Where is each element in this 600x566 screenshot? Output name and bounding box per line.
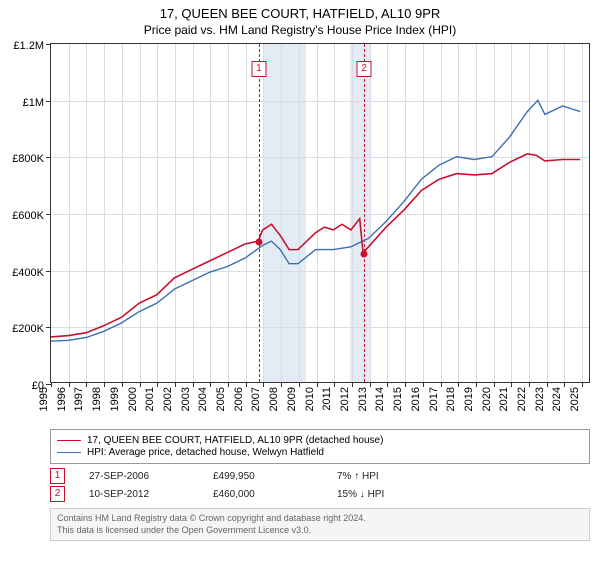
legend-item-subject: 17, QUEEN BEE COURT, HATFIELD, AL10 9PR … (57, 435, 583, 446)
x-tick-label: 1995 (38, 387, 50, 411)
legend-swatch-hpi (57, 452, 81, 453)
x-tick-label: 2009 (286, 387, 298, 411)
chart-container: 17, QUEEN BEE COURT, HATFIELD, AL10 9PR … (0, 6, 600, 566)
x-tick-label: 2008 (268, 387, 280, 411)
chart-subtitle: Price paid vs. HM Land Registry's House … (0, 23, 600, 37)
series-line-hpi (51, 100, 580, 341)
y-tick-label: £1M (23, 97, 44, 109)
x-tick-label: 1996 (55, 387, 67, 411)
x-tick-label: 2003 (179, 387, 191, 411)
x-tick-label: 2011 (321, 387, 333, 411)
x-tick-label: 2001 (144, 387, 156, 411)
y-tick-label: £1.2M (13, 40, 44, 52)
legend-label-hpi: HPI: Average price, detached house, Welw… (87, 447, 324, 458)
event-price-2: £460,000 (213, 489, 313, 500)
events-table: 1 27-SEP-2006 £499,950 7% ↑ HPI 2 10-SEP… (50, 468, 590, 502)
x-tick-label: 2020 (480, 387, 492, 411)
event-row-1: 1 27-SEP-2006 £499,950 7% ↑ HPI (50, 468, 590, 484)
legend-item-hpi: HPI: Average price, detached house, Welw… (57, 447, 583, 458)
x-tick-label: 2013 (356, 387, 368, 411)
legend-label-subject: 17, QUEEN BEE COURT, HATFIELD, AL10 9PR … (87, 435, 383, 446)
x-tick-label: 2017 (427, 387, 439, 411)
line-layer (51, 44, 589, 382)
x-tick-label: 2018 (445, 387, 457, 411)
event-price-1: £499,950 (213, 471, 313, 482)
x-axis: 1995199619971998199920002001200220032004… (50, 383, 590, 423)
x-tick-label: 2015 (392, 387, 404, 411)
event-badge-2: 2 (50, 486, 65, 502)
x-tick-label: 2005 (215, 387, 227, 411)
x-tick-label: 1997 (73, 387, 85, 411)
x-tick-label: 2019 (463, 387, 475, 411)
legend-swatch-subject (57, 440, 81, 441)
x-tick-label: 2025 (569, 387, 581, 411)
x-tick-label: 2021 (498, 387, 510, 411)
x-tick-label: 2006 (233, 387, 245, 411)
event-badge-1: 1 (50, 468, 65, 484)
event-delta-1: 7% ↑ HPI (337, 471, 437, 482)
y-tick-label: £400K (12, 267, 44, 279)
x-tick-label: 2024 (551, 387, 563, 411)
x-tick-label: 1998 (91, 387, 103, 411)
x-tick-label: 2022 (516, 387, 528, 411)
series-line-subject (51, 154, 580, 337)
x-tick-label: 2012 (339, 387, 351, 411)
x-tick-label: 2000 (126, 387, 138, 411)
x-tick-label: 2007 (250, 387, 262, 411)
chart-title: 17, QUEEN BEE COURT, HATFIELD, AL10 9PR (0, 6, 600, 21)
plot-area: 12 (50, 43, 590, 383)
legend: 17, QUEEN BEE COURT, HATFIELD, AL10 9PR … (50, 429, 590, 464)
x-tick-label: 2023 (533, 387, 545, 411)
x-tick-label: 1999 (109, 387, 121, 411)
x-tick-label: 2014 (374, 387, 386, 411)
y-tick-label: £200K (12, 323, 44, 335)
event-date-2: 10-SEP-2012 (89, 489, 189, 500)
attribution: Contains HM Land Registry data © Crown c… (50, 508, 590, 541)
x-tick-label: 2004 (197, 387, 209, 411)
x-tick-label: 2002 (162, 387, 174, 411)
event-date-1: 27-SEP-2006 (89, 471, 189, 482)
attrib-line2: This data is licensed under the Open Gov… (57, 525, 583, 537)
event-delta-2: 15% ↓ HPI (337, 489, 437, 500)
y-tick-label: £600K (12, 210, 44, 222)
y-tick-label: £800K (12, 153, 44, 165)
attrib-line1: Contains HM Land Registry data © Crown c… (57, 513, 583, 525)
x-tick-label: 2016 (410, 387, 422, 411)
x-tick-label: 2010 (303, 387, 315, 411)
y-axis: £0£200K£400K£600K£800K£1M£1.2M (0, 46, 48, 386)
event-row-2: 2 10-SEP-2012 £460,000 15% ↓ HPI (50, 486, 590, 502)
